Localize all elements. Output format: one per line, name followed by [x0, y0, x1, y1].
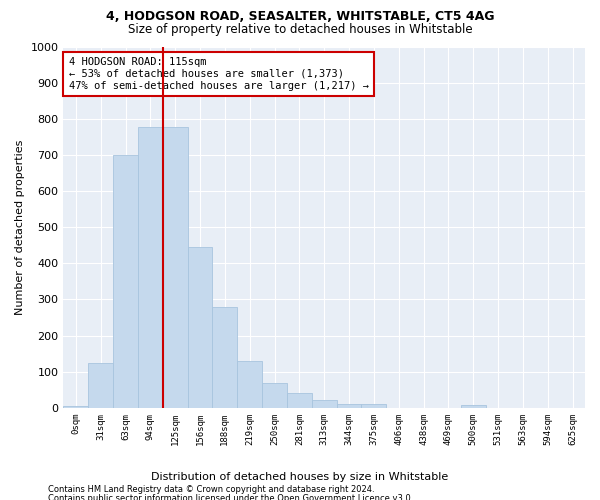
Y-axis label: Number of detached properties: Number of detached properties — [15, 140, 25, 315]
Bar — [88, 362, 113, 408]
Bar — [64, 406, 88, 408]
Text: Contains HM Land Registry data © Crown copyright and database right 2024.: Contains HM Land Registry data © Crown c… — [48, 485, 374, 494]
Bar — [163, 126, 188, 408]
Bar — [312, 400, 337, 408]
Bar — [188, 247, 212, 408]
Bar — [138, 126, 163, 408]
Bar — [262, 382, 287, 408]
Text: 4 HODGSON ROAD: 115sqm
← 53% of detached houses are smaller (1,373)
47% of semi-: 4 HODGSON ROAD: 115sqm ← 53% of detached… — [68, 58, 368, 90]
Text: Size of property relative to detached houses in Whitstable: Size of property relative to detached ho… — [128, 22, 472, 36]
Bar — [113, 155, 138, 408]
Text: 4, HODGSON ROAD, SEASALTER, WHITSTABLE, CT5 4AG: 4, HODGSON ROAD, SEASALTER, WHITSTABLE, … — [106, 10, 494, 23]
Text: Contains public sector information licensed under the Open Government Licence v3: Contains public sector information licen… — [48, 494, 413, 500]
Bar — [361, 404, 386, 408]
Bar — [337, 404, 361, 408]
Bar — [461, 405, 485, 408]
Bar — [287, 394, 312, 408]
Bar — [212, 308, 237, 408]
Bar — [237, 361, 262, 408]
Text: Distribution of detached houses by size in Whitstable: Distribution of detached houses by size … — [151, 472, 449, 482]
